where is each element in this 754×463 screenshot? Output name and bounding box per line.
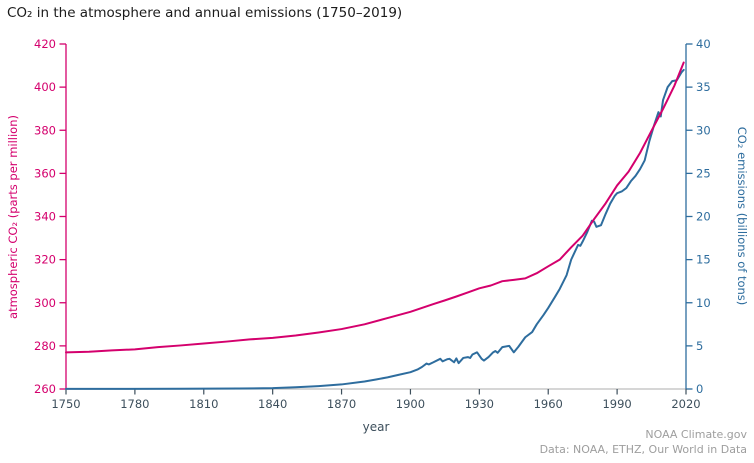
right-tick-label: 25 bbox=[696, 166, 711, 180]
left-tick-label: 300 bbox=[34, 296, 56, 310]
chart-title: CO₂ in the atmosphere and annual emissio… bbox=[7, 5, 403, 21]
x-axis-label: year bbox=[363, 420, 390, 434]
left-axis-title: atmospheric CO₂ (parts per million) bbox=[6, 115, 20, 319]
x-tick-label: 1810 bbox=[189, 397, 218, 411]
right-tick-label: 15 bbox=[696, 253, 711, 267]
x-tick-label: 1780 bbox=[120, 397, 149, 411]
left-tick-label: 280 bbox=[34, 339, 56, 353]
x-tick-label: 1870 bbox=[327, 397, 356, 411]
x-tick-label: 1990 bbox=[602, 397, 631, 411]
left-tick-label: 260 bbox=[34, 382, 56, 396]
left-tick-label: 340 bbox=[34, 210, 56, 224]
right-tick-label: 35 bbox=[696, 80, 711, 94]
right-tick-label: 10 bbox=[696, 296, 711, 310]
right-tick-label: 0 bbox=[696, 382, 703, 396]
x-tick-label: 1840 bbox=[258, 397, 287, 411]
emissions-line bbox=[65, 68, 685, 390]
left-axis-ticks: 260 280 300 320 340 360 380 400 420 bbox=[34, 37, 66, 396]
x-tick-label: 1930 bbox=[465, 397, 494, 411]
credit-line-2: Data: NOAA, ETHZ, Our World in Data bbox=[540, 443, 747, 456]
x-axis-ticks: 1750 1780 1810 1840 1870 1900 1930 1960 1990 2020 bbox=[51, 389, 701, 411]
x-tick-label: 1750 bbox=[51, 397, 80, 411]
credit-line-1: NOAA Climate.gov bbox=[645, 428, 747, 441]
left-tick-label: 360 bbox=[34, 166, 56, 180]
x-tick-label: 1960 bbox=[534, 397, 563, 411]
right-tick-label: 5 bbox=[696, 339, 703, 353]
x-tick-label: 2020 bbox=[671, 397, 700, 411]
right-tick-label: 30 bbox=[696, 123, 711, 137]
right-axis-ticks: 0 5 10 15 20 25 30 35 40 bbox=[686, 37, 711, 396]
left-tick-label: 380 bbox=[34, 123, 56, 137]
left-tick-label: 320 bbox=[34, 253, 56, 267]
plot-area: 260 280 300 320 340 360 380 400 420 0 5 10 15 20 25 30 3… bbox=[34, 37, 711, 411]
left-tick-label: 420 bbox=[34, 37, 56, 51]
left-tick-label: 400 bbox=[34, 80, 56, 94]
x-tick-label: 1900 bbox=[396, 397, 425, 411]
right-tick-label: 40 bbox=[696, 37, 711, 51]
right-axis-title: CO₂ emissions (billions of tons) bbox=[735, 127, 749, 306]
atmospheric-co2-line bbox=[65, 61, 685, 354]
right-tick-label: 20 bbox=[696, 210, 711, 224]
